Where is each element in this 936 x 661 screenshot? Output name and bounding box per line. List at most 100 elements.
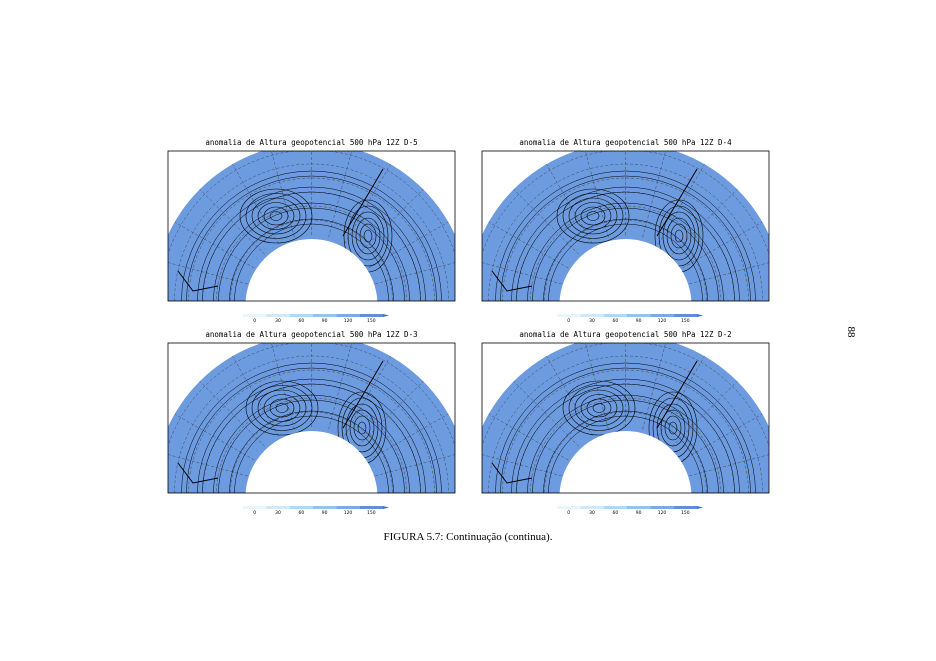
contour: [269, 211, 283, 221]
panel-title: anomalia de Altura geopotencial 500 hPa …: [519, 330, 731, 339]
parallel: [530, 205, 721, 301]
meridian: [174, 221, 255, 269]
parallel: [530, 397, 721, 493]
colorbar-swatch: [557, 506, 581, 509]
meridian: [682, 413, 763, 461]
page-number: 88: [845, 327, 857, 339]
contour: [269, 398, 295, 418]
contour: [527, 202, 724, 301]
colorbar-label: 60: [298, 510, 304, 516]
parallel: [174, 355, 449, 493]
colorbar-swatch: [336, 314, 360, 317]
contour: [511, 378, 740, 493]
contour: [516, 383, 735, 493]
meridian: [168, 262, 248, 285]
colorbar-label: 150: [681, 318, 690, 324]
meridian: [513, 381, 579, 447]
colorbar-label: 0: [253, 510, 256, 516]
parallel: [216, 397, 407, 493]
coastline: [177, 360, 384, 484]
contour: [548, 223, 703, 301]
contour: [202, 383, 421, 493]
panel-frame: [481, 342, 770, 494]
contour: [353, 415, 371, 441]
meridian: [328, 151, 352, 238]
meridian: [358, 189, 424, 255]
contour: [234, 415, 389, 493]
colorbar-label: 0: [567, 510, 570, 516]
contour: [275, 403, 289, 413]
colorbar-swatch: [359, 314, 383, 317]
map-panel: anomalia de Altura geopotencial 500 hPa …: [167, 138, 456, 324]
contour: [349, 409, 375, 447]
contour: [660, 409, 686, 447]
colorbar-label: 120: [658, 510, 667, 516]
meridian: [672, 189, 738, 255]
coastline: [177, 168, 384, 292]
contour: [213, 394, 410, 493]
meridian: [358, 381, 424, 447]
colorbar-label: 60: [612, 510, 618, 516]
meridian: [658, 356, 705, 436]
coastline: [491, 168, 698, 292]
contour: [257, 202, 295, 230]
contour: [532, 207, 719, 301]
colorbar-arrow: [697, 506, 703, 509]
colorbar-label: 0: [253, 318, 256, 324]
meridian: [689, 262, 769, 285]
contour: [495, 362, 756, 493]
colorbar-swatch: [243, 506, 267, 509]
colorbar-swatch: [580, 314, 604, 317]
contour: [229, 410, 394, 493]
pole-hole: [245, 431, 378, 493]
contour: [548, 415, 703, 493]
meridian: [199, 381, 265, 447]
map-area: [168, 343, 455, 493]
pole-hole: [245, 239, 378, 301]
meridian: [482, 454, 562, 477]
contour: [251, 385, 313, 431]
colorbar-label: 60: [612, 318, 618, 324]
contour: [245, 193, 307, 239]
parallel: [174, 163, 449, 301]
contour: [186, 175, 437, 301]
pole-hole: [559, 431, 692, 493]
colorbar-swatch: [359, 506, 383, 509]
meridian: [642, 151, 666, 238]
panel-title: anomalia de Altura geopotencial 500 hPa …: [205, 138, 417, 147]
contour: [668, 421, 678, 435]
colorbar-swatch: [289, 506, 313, 509]
panel-title: anomalia de Altura geopotencial 500 hPa …: [519, 138, 732, 147]
colorbar-label: 150: [681, 510, 690, 516]
meridian: [368, 413, 449, 461]
colorbar-swatch: [603, 506, 627, 509]
contour: [670, 223, 688, 249]
meridian: [488, 221, 569, 269]
colorbar-arrow: [383, 314, 389, 317]
contour: [574, 202, 612, 230]
meridian: [513, 189, 579, 255]
colorbar-swatch: [580, 506, 604, 509]
colorbar-label: 30: [589, 318, 595, 324]
contour: [197, 378, 426, 493]
colorbar-label: 0: [567, 318, 570, 324]
meridian: [375, 454, 455, 477]
map-area: [168, 151, 455, 301]
colorbar-swatch: [313, 314, 337, 317]
colorbar-label: 30: [275, 318, 281, 324]
colorbar-swatch: [603, 314, 627, 317]
colorbar-swatch: [627, 506, 651, 509]
colorbar-label: 30: [275, 510, 281, 516]
contour: [181, 170, 442, 301]
colorbar-swatch: [266, 506, 290, 509]
panel-frame: [481, 150, 770, 302]
contour: [500, 175, 751, 301]
colorbar-swatch: [313, 506, 337, 509]
colorbar-label: 90: [322, 510, 328, 516]
contour: [257, 389, 307, 427]
contour: [674, 229, 684, 243]
colorbar-arrow: [383, 506, 389, 509]
contour: [363, 229, 373, 243]
map-panel: anomalia de Altura geopotencial 500 hPa …: [481, 330, 770, 516]
colorbar-swatch: [650, 314, 674, 317]
